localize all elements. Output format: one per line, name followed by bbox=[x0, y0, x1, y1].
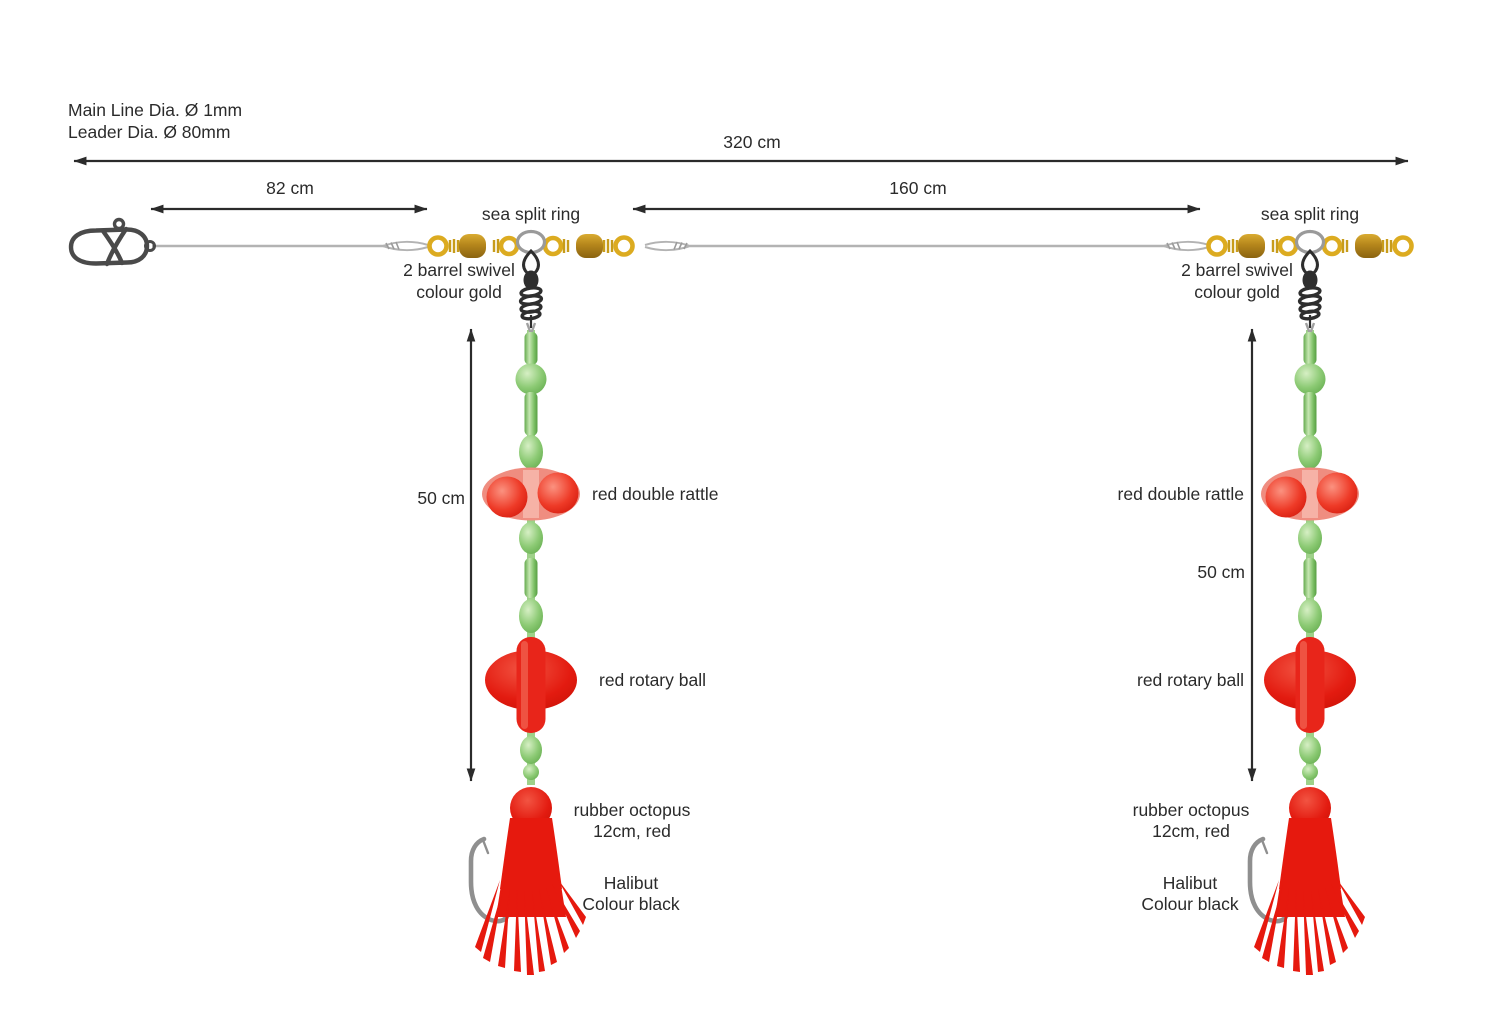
sea-split-ring-label-left: sea split ring bbox=[481, 204, 581, 224]
halibut-label-line1: Halibut bbox=[1162, 873, 1218, 893]
dimension-82cm: 82 cm bbox=[266, 178, 314, 198]
sea-split-ring-label-right: sea split ring bbox=[1260, 204, 1360, 224]
barrel-swivel-left bbox=[430, 232, 633, 259]
barrel-swivel-label-right: 2 barrel swivel colour gold bbox=[1160, 259, 1314, 303]
halibut-label-line2: Colour black bbox=[582, 894, 680, 914]
leader-spec: Leader Dia. Ø 80mm bbox=[68, 122, 231, 142]
rubber-octopus-label-left: rubber octopus 12cm, red bbox=[532, 800, 732, 842]
line-spec: Main Line Dia. Ø 1mm Leader Dia. Ø 80mm bbox=[68, 99, 242, 143]
dimension-50cm-left: 50 cm bbox=[417, 488, 465, 508]
rubber-octopus-label-right: rubber octopus 12cm, red bbox=[1091, 800, 1291, 842]
barrel-swivel-label-line1: 2 barrel swivel bbox=[403, 260, 515, 280]
red-double-rattle-label-right: red double rattle bbox=[1117, 484, 1244, 504]
rubber-octopus-label-line2: 12cm, red bbox=[593, 821, 671, 841]
rubber-octopus-label-line1: rubber octopus bbox=[573, 800, 691, 820]
dimension-total-length: 320 cm bbox=[723, 132, 781, 152]
halibut-label-left: Halibut Colour black bbox=[531, 873, 731, 915]
halibut-label-line1: Halibut bbox=[603, 873, 659, 893]
red-rotary-ball-label-right: red rotary ball bbox=[1137, 670, 1244, 690]
snap-clip bbox=[68, 217, 156, 267]
barrel-swivel-label-left: 2 barrel swivel colour gold bbox=[382, 259, 536, 303]
dimension-160cm: 160 cm bbox=[889, 178, 947, 198]
rubber-octopus-label-line2: 12cm, red bbox=[1152, 821, 1230, 841]
loop-knot-mid-left bbox=[644, 240, 691, 252]
loop-knot-left bbox=[382, 240, 429, 252]
main-line-spec: Main Line Dia. Ø 1mm bbox=[68, 100, 243, 120]
red-rotary-ball-label-left: red rotary ball bbox=[599, 670, 706, 690]
dimension-arrows bbox=[73, 156, 1409, 782]
barrel-swivel-label-line2: colour gold bbox=[1194, 282, 1280, 302]
halibut-label-right: Halibut Colour black bbox=[1090, 873, 1290, 915]
red-double-rattle-label-left: red double rattle bbox=[592, 484, 719, 504]
dimension-50cm-right: 50 cm bbox=[1197, 562, 1245, 582]
rubber-octopus-label-line1: rubber octopus bbox=[1132, 800, 1250, 820]
barrel-swivel-label-line1: 2 barrel swivel bbox=[1181, 260, 1293, 280]
dropper-left bbox=[471, 251, 586, 975]
loop-knot-mid-right bbox=[1163, 240, 1210, 252]
barrel-swivel-right bbox=[1209, 232, 1412, 259]
halibut-label-line2: Colour black bbox=[1141, 894, 1239, 914]
barrel-swivel-label-line2: colour gold bbox=[416, 282, 502, 302]
dropper-right bbox=[1250, 251, 1365, 975]
